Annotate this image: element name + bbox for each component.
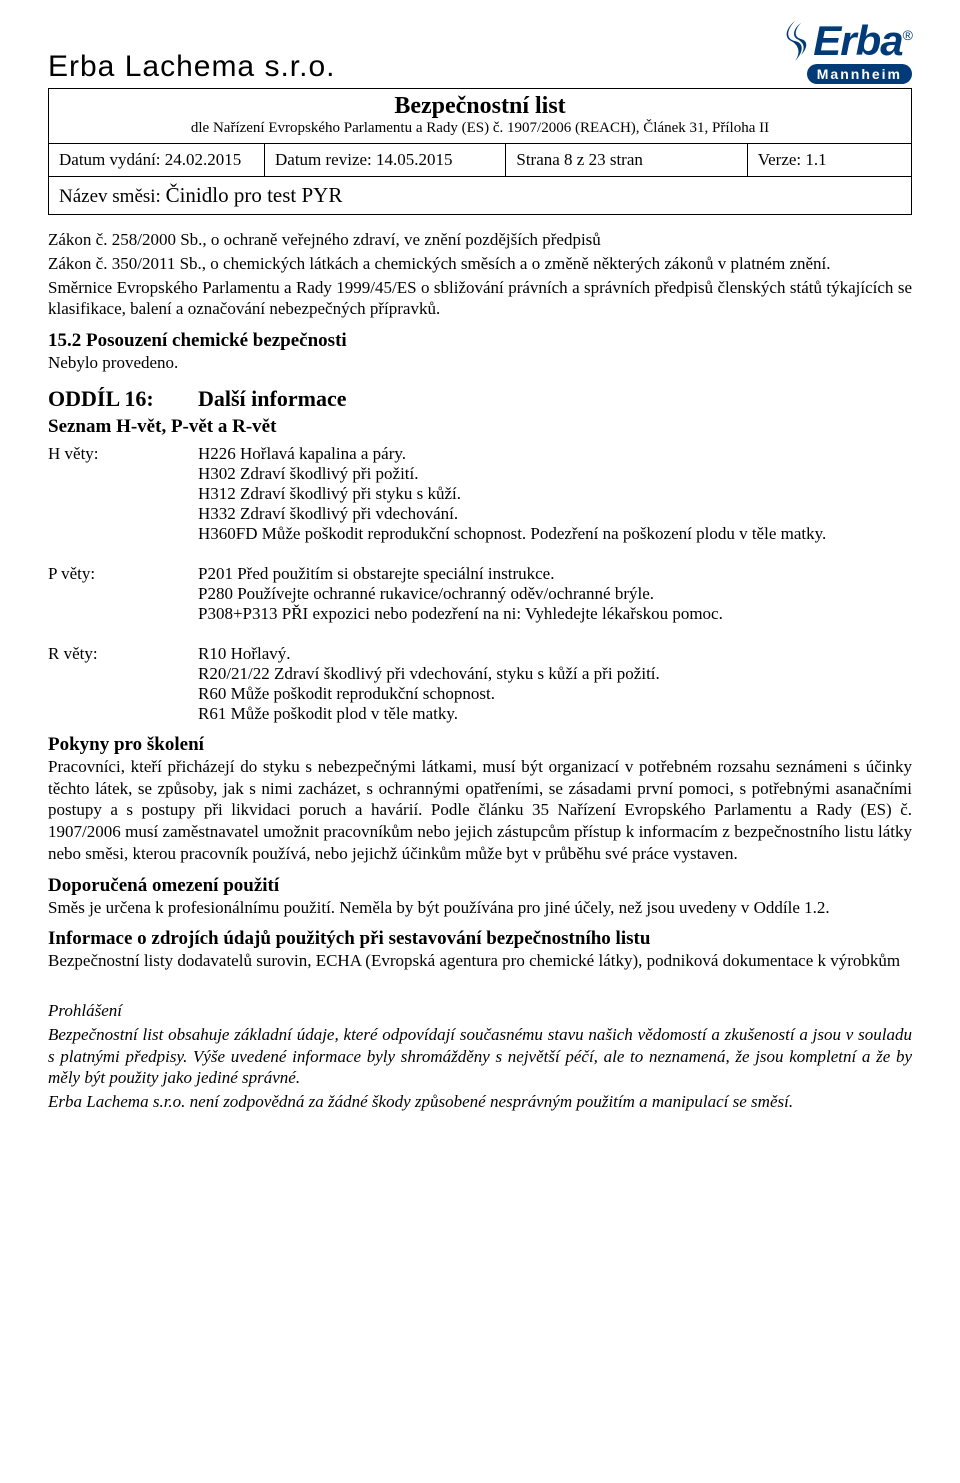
p-phrase: P280 Používejte ochranné rukavice/ochran…	[198, 584, 912, 604]
h-phrase: H302 Zdraví škodlivý při požití.	[198, 464, 912, 484]
hpr-subtitle: Seznam H-vět, P-vět a R-vět	[48, 416, 912, 438]
restrictions-title: Doporučená omezení použití	[48, 875, 912, 897]
p-phrases-block: P věty: P201 Před použitím si obstarejte…	[48, 564, 912, 624]
section-16-title: Další informace	[198, 386, 346, 412]
r-label: R věty:	[48, 644, 198, 664]
section-15-2-title: 15.2 Posouzení chemické bezpečnosti	[48, 330, 912, 352]
law-3: Směrnice Evropského Parlamentu a Rady 19…	[48, 277, 912, 321]
p-phrase: P201 Před použitím si obstarejte speciál…	[198, 564, 912, 584]
meta-revision: Datum revize: 14.05.2015	[265, 144, 506, 177]
h-phrase: H226 Hořlavá kapalina a páry.	[198, 444, 912, 464]
h-phrase: H332 Zdraví škodlivý při vdechování.	[198, 504, 912, 524]
meta-page: Strana 8 z 23 stran	[506, 144, 747, 177]
meta-version: Verze: 1.1	[747, 144, 911, 177]
p-phrase: P308+P313 PŘI expozici nebo podezření na…	[198, 604, 912, 624]
logo-swoosh-icon	[781, 21, 809, 61]
r-phrase: R61 Může poškodit plod v těle matky.	[198, 704, 912, 724]
section-16-heading: ODDÍL 16: Další informace	[48, 386, 912, 412]
r-phrase: R20/21/22 Zdraví škodlivý při vdechování…	[198, 664, 912, 684]
h-phrase: H312 Zdraví škodlivý při styku s kůží.	[198, 484, 912, 504]
h-phrases-block: H věty: H226 Hořlavá kapalina a páry. H3…	[48, 444, 912, 544]
h-phrase: H360FD Může poškodit reprodukční schopno…	[198, 524, 912, 544]
logo-main-text: Erba®	[813, 20, 912, 62]
meta-issue: Datum vydání: 24.02.2015	[49, 144, 265, 177]
r-phrases-block: R věty: R10 Hořlavý. R20/21/22 Zdraví šk…	[48, 644, 912, 724]
header-box: Bezpečnostní list dle Nařízení Evropskéh…	[48, 88, 912, 215]
section-16-label: ODDÍL 16:	[48, 386, 198, 412]
declaration-p2: Erba Lachema s.r.o. není zodpovědná za ž…	[48, 1091, 912, 1113]
mixture-name: Činidlo pro test PYR	[166, 183, 343, 207]
company-name: Erba Lachema s.r.o.	[48, 50, 335, 84]
training-title: Pokyny pro školení	[48, 734, 912, 756]
sources-title: Informace o zdrojích údajů použitých při…	[48, 928, 912, 950]
laws-block: Zákon č. 258/2000 Sb., o ochraně veřejné…	[48, 229, 912, 320]
mixture-name-row: Název směsi: Činidlo pro test PYR	[49, 176, 911, 214]
declaration-title: Prohlášení	[48, 1000, 912, 1022]
section-15-2-text: Nebylo provedeno.	[48, 352, 912, 374]
sources-text: Bezpečnostní listy dodavatelů surovin, E…	[48, 950, 912, 972]
doc-subtitle: dle Nařízení Evropského Parlamentu a Rad…	[49, 120, 911, 143]
declaration-block: Prohlášení Bezpečnostní list obsahuje zá…	[48, 1000, 912, 1113]
logo-sub-text: Mannheim	[807, 64, 912, 84]
h-label: H věty:	[48, 444, 198, 464]
law-1: Zákon č. 258/2000 Sb., o ochraně veřejné…	[48, 229, 912, 251]
r-phrase: R60 Může poškodit reprodukční schopnost.	[198, 684, 912, 704]
declaration-p1: Bezpečnostní list obsahuje základní údaj…	[48, 1024, 912, 1089]
mixture-label: Název směsi:	[59, 186, 166, 207]
training-text: Pracovníci, kteří přicházejí do styku s …	[48, 756, 912, 865]
r-phrase: R10 Hořlavý.	[198, 644, 912, 664]
law-2: Zákon č. 350/2011 Sb., o chemických látk…	[48, 253, 912, 275]
doc-title: Bezpečnostní list	[49, 89, 911, 120]
restrictions-text: Směs je určena k profesionálnímu použití…	[48, 897, 912, 919]
meta-table: Datum vydání: 24.02.2015 Datum revize: 1…	[49, 143, 911, 176]
p-label: P věty:	[48, 564, 198, 584]
logo: Erba® Mannheim	[781, 20, 912, 84]
